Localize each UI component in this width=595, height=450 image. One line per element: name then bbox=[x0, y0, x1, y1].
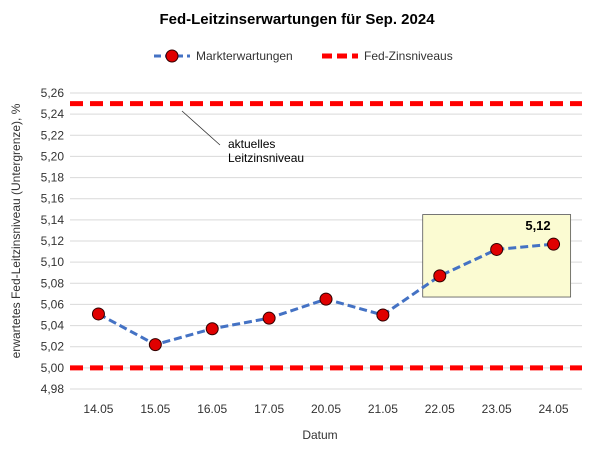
series-markterwartungen bbox=[91, 237, 561, 352]
x-tick-label: 16.05 bbox=[197, 402, 227, 416]
y-tick-label: 5,02 bbox=[41, 340, 65, 354]
legend-label-markterwartungen: Markterwartungen bbox=[196, 49, 293, 63]
legend-item-markterwartungen: Markterwartungen bbox=[154, 49, 293, 63]
y-tick-label: 5,26 bbox=[41, 86, 65, 100]
data-point bbox=[547, 237, 561, 251]
annotation-current-rate-line1: aktuelles bbox=[228, 137, 275, 151]
annotation-current-rate: aktuelles Leitzinsniveau bbox=[181, 110, 304, 165]
x-tick-label: 24.05 bbox=[539, 402, 569, 416]
y-tick-label: 5,00 bbox=[41, 361, 65, 375]
y-tick-label: 5,12 bbox=[41, 234, 65, 248]
y-tick-label: 5,04 bbox=[41, 319, 65, 333]
y-tick-label: 5,16 bbox=[41, 192, 65, 206]
y-tick-label: 5,06 bbox=[41, 297, 65, 311]
data-point bbox=[91, 307, 105, 321]
legend-label-fed-zinsniveaus: Fed-Zinsniveaus bbox=[364, 49, 453, 63]
y-tick-label: 5,22 bbox=[41, 128, 65, 142]
data-point bbox=[433, 269, 447, 283]
chart-title: Fed-Leitzinserwartungen für Sep. 2024 bbox=[159, 11, 435, 28]
x-axis-ticks: 14.05 15.05 16.05 17.05 20.05 21.05 22.05 23.05… bbox=[83, 402, 568, 416]
x-tick-label: 22.05 bbox=[425, 402, 455, 416]
legend-marker-swatch bbox=[165, 49, 179, 63]
x-tick-label: 14.05 bbox=[83, 402, 113, 416]
data-point bbox=[376, 308, 390, 322]
x-tick-label: 21.05 bbox=[368, 402, 398, 416]
annotation-leader-line bbox=[181, 110, 221, 146]
data-point bbox=[490, 242, 504, 256]
y-tick-label: 5,08 bbox=[41, 276, 65, 290]
x-tick-label: 20.05 bbox=[311, 402, 341, 416]
data-point bbox=[262, 311, 276, 325]
reference-lines bbox=[70, 101, 582, 371]
legend: Markterwartungen Fed-Zinsniveaus bbox=[154, 49, 453, 63]
y-tick-label: 5,14 bbox=[41, 213, 65, 227]
data-point bbox=[148, 338, 162, 352]
data-point bbox=[205, 322, 219, 336]
y-tick-label: 5,18 bbox=[41, 171, 65, 185]
y-tick-label: 5,20 bbox=[41, 149, 65, 163]
y-axis-label: erwartetes Fed-Leitzinsniveau (Untergren… bbox=[9, 103, 23, 358]
y-axis-ticks: 4,98 5,00 5,02 5,04 5,06 5,08 5,10 5,12 5,14 5,16… bbox=[41, 86, 65, 396]
annotation-current-rate-line2: Leitzinsniveau bbox=[228, 151, 304, 165]
y-tick-label: 4,98 bbox=[41, 382, 65, 396]
legend-item-fed-zinsniveaus: Fed-Zinsniveaus bbox=[322, 49, 453, 63]
data-point bbox=[319, 292, 333, 306]
x-tick-label: 23.05 bbox=[482, 402, 512, 416]
x-tick-label: 17.05 bbox=[254, 402, 284, 416]
x-axis-label: Datum bbox=[302, 428, 337, 442]
last-value-label: 5,12 bbox=[525, 218, 550, 233]
x-tick-label: 15.05 bbox=[140, 402, 170, 416]
y-tick-label: 5,24 bbox=[41, 107, 65, 121]
y-tick-label: 5,10 bbox=[41, 255, 65, 269]
